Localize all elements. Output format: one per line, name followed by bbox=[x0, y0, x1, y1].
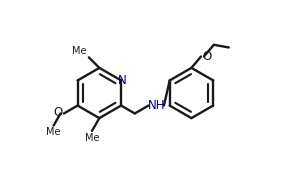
Text: NH: NH bbox=[148, 99, 166, 112]
Text: Me: Me bbox=[85, 133, 99, 143]
Text: O: O bbox=[202, 50, 211, 63]
Text: N: N bbox=[118, 74, 126, 87]
Text: O: O bbox=[54, 106, 63, 119]
Text: Me: Me bbox=[46, 127, 61, 137]
Text: Me: Me bbox=[72, 46, 87, 56]
